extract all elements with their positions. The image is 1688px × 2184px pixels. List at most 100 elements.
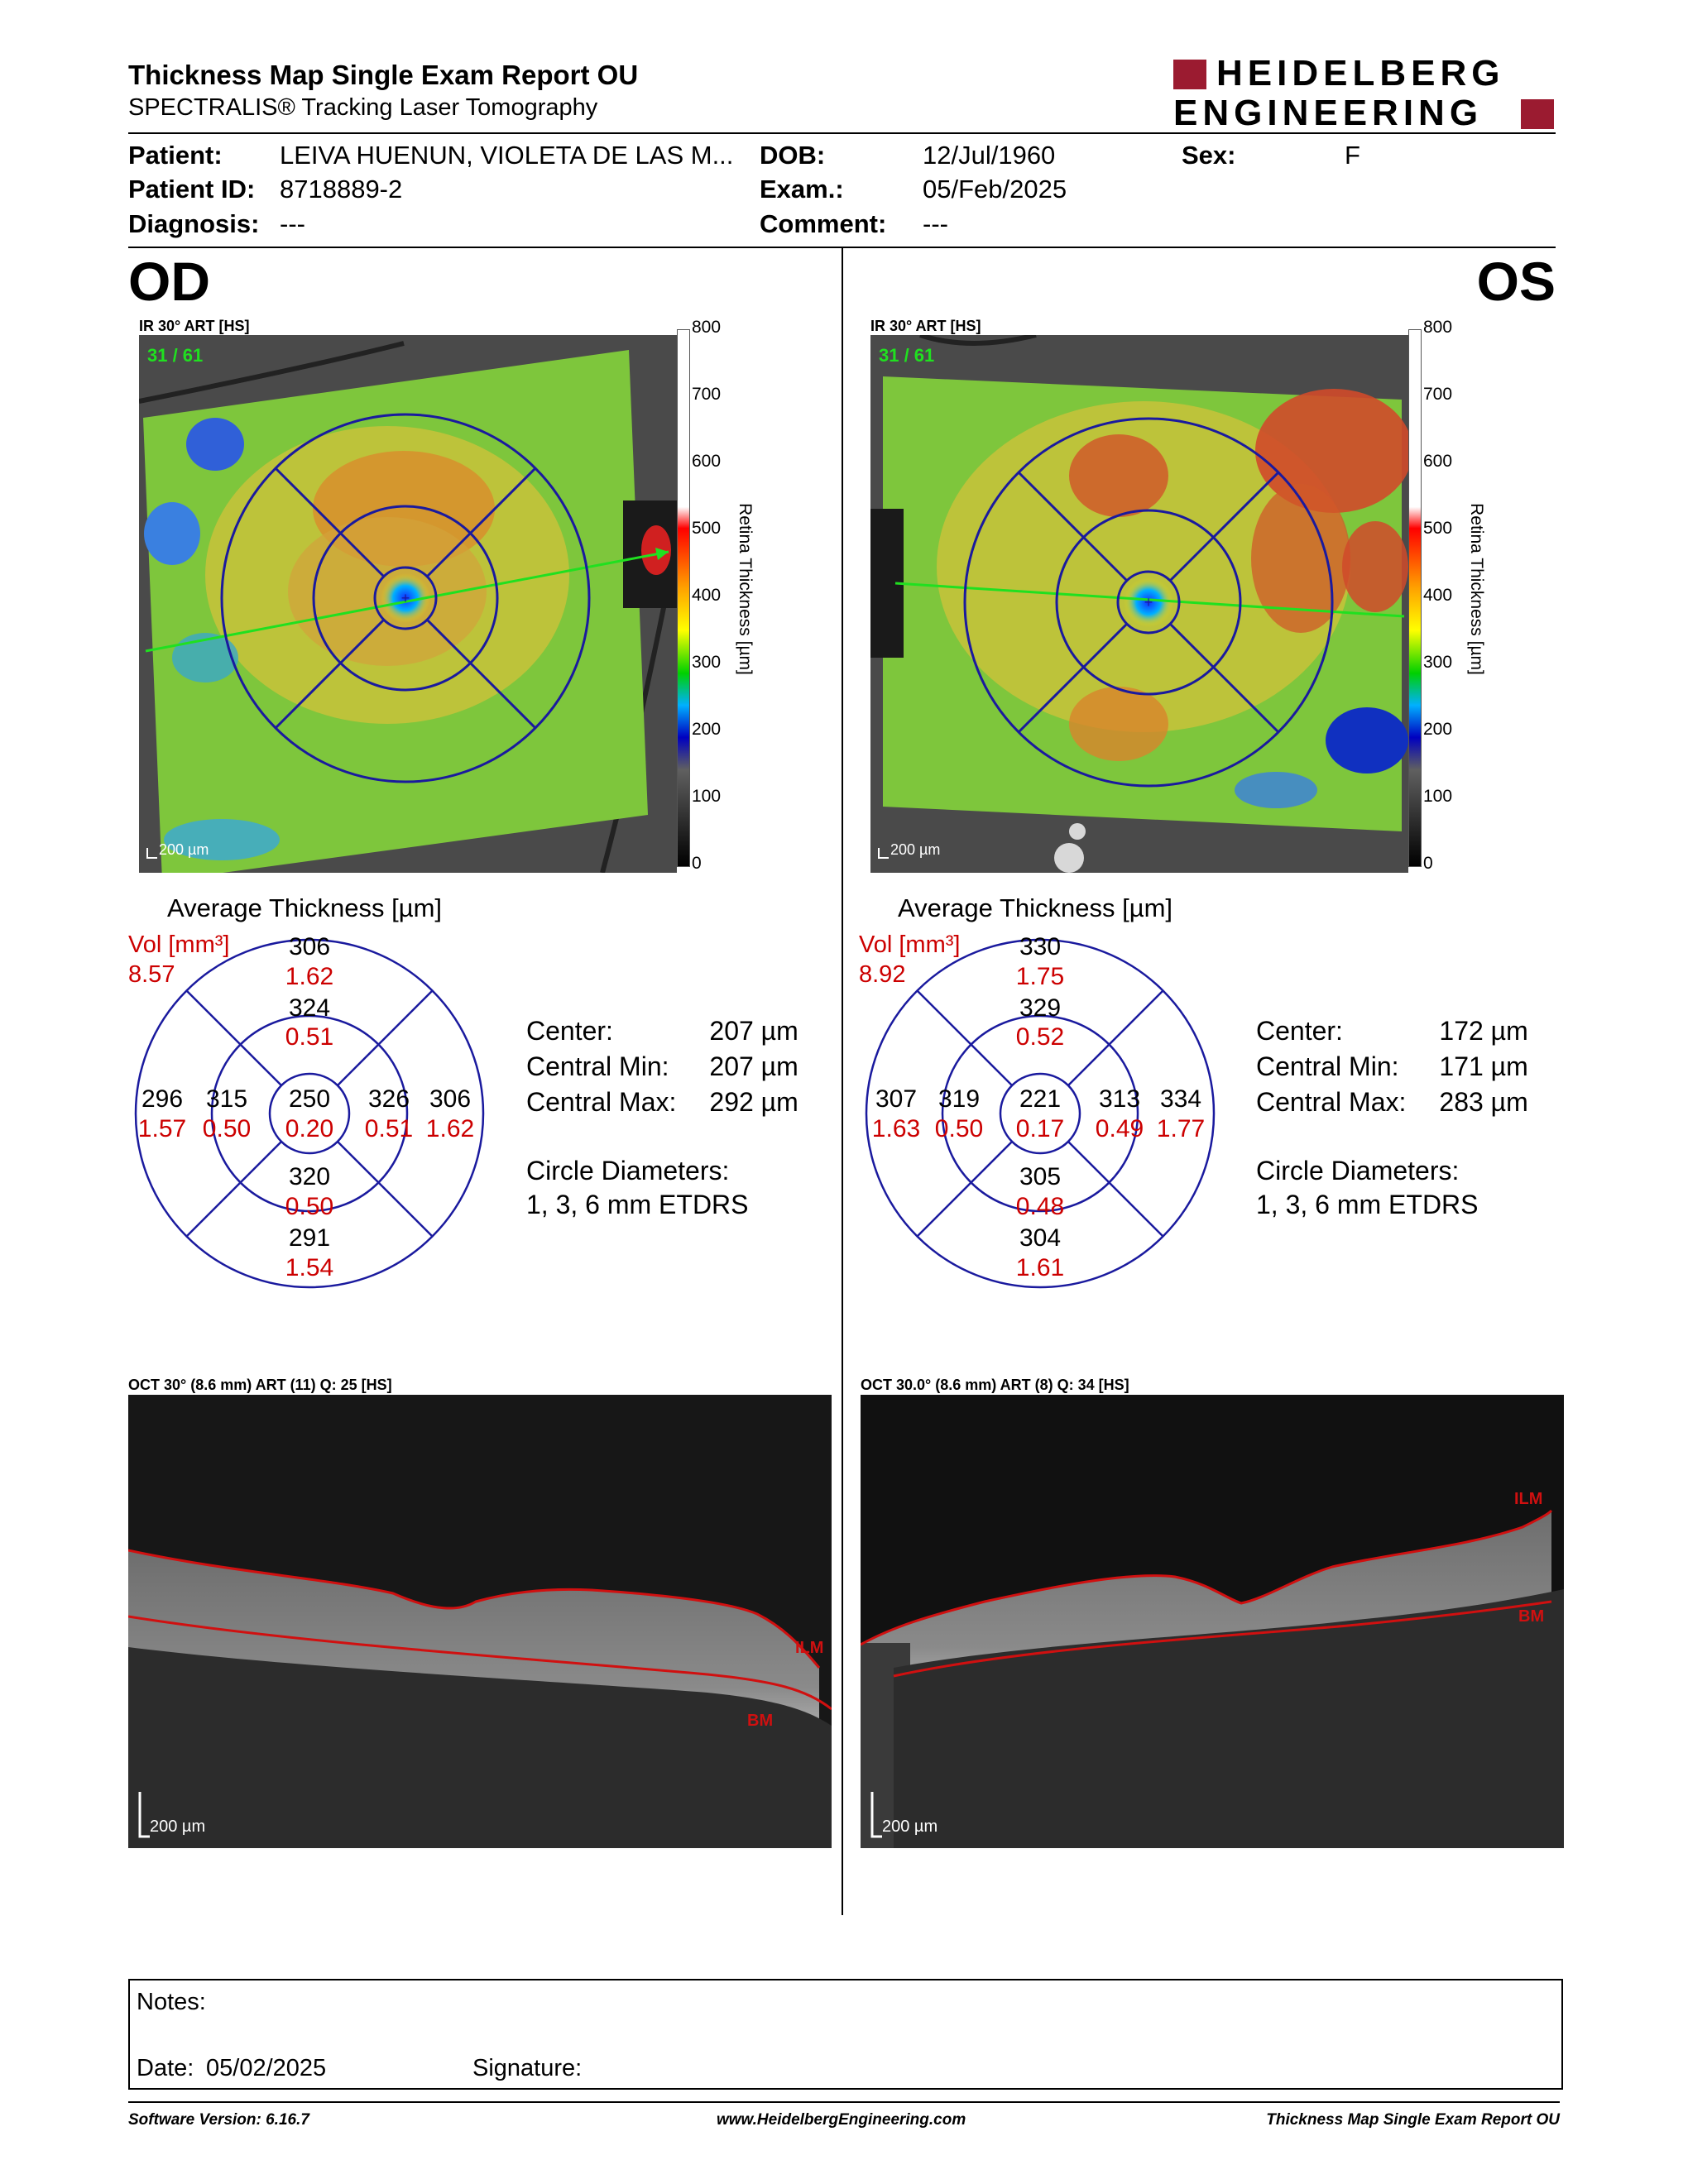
od-tick: 100 xyxy=(692,787,722,806)
od-tick: 700 xyxy=(692,385,722,404)
notes-box: Notes: Date: 05/02/2025 Signature: xyxy=(128,1979,1563,2090)
os-colorbar-ticks: 800 700 600 500 400 300 200 100 0 xyxy=(1423,318,1473,880)
svg-text:+: + xyxy=(401,590,410,606)
comment-label: Comment: xyxy=(760,209,887,238)
os-cmax-value: 283 µm xyxy=(1439,1087,1528,1117)
od-cmax-value: 292 µm xyxy=(709,1087,798,1117)
os-inner-temp-thick: 319 xyxy=(938,1085,980,1113)
os-tick: 300 xyxy=(1423,653,1453,672)
od-ilm-label: ILM xyxy=(795,1639,823,1657)
os-cmax-label: Central Max: xyxy=(1256,1087,1407,1117)
od-stats: Center: 207 µm Central Min: 207 µm Central… xyxy=(526,1016,798,1123)
od-inner-temp-vol: 0.50 xyxy=(203,1115,251,1142)
od-tick: 800 xyxy=(692,318,722,337)
os-vol-value: 8.92 xyxy=(859,961,906,988)
od-cmin-value: 207 µm xyxy=(709,1051,798,1081)
od-tick: 400 xyxy=(692,586,722,605)
diagnosis-value: --- xyxy=(280,209,305,238)
os-tick: 700 xyxy=(1423,385,1453,404)
date-value: 05/02/2025 xyxy=(206,2055,327,2081)
header-divider xyxy=(128,132,1556,134)
od-tick: 300 xyxy=(692,653,722,672)
od-oct-bscan: ILM BM 200 µm xyxy=(128,1395,832,1848)
os-center-value: 172 µm xyxy=(1439,1016,1528,1046)
os-circle-value: 1, 3, 6 mm ETDRS xyxy=(1256,1190,1479,1219)
os-tick: 100 xyxy=(1423,787,1453,806)
od-center-vol: 0.20 xyxy=(285,1115,333,1142)
od-tick: 0 xyxy=(692,854,702,873)
od-oct-caption: OCT 30° (8.6 mm) ART (11) Q: 25 [HS] xyxy=(128,1377,392,1393)
od-inner-sup-thick: 324 xyxy=(289,994,330,1022)
heidelberg-logo: HEIDELBERG ENGINEERING xyxy=(1173,55,1554,134)
od-inner-temp-thick: 315 xyxy=(206,1085,247,1113)
od-vol-value: 8.57 xyxy=(128,961,175,988)
od-outer-sup-thick: 306 xyxy=(289,935,330,960)
exam-value: 05/Feb/2025 xyxy=(923,175,1067,204)
os-center-thick: 221 xyxy=(1019,1085,1061,1113)
od-center-label: Center: xyxy=(526,1016,613,1046)
os-cmin-label: Central Min: xyxy=(1256,1051,1399,1081)
od-frame-counter: 31 / 61 xyxy=(147,345,203,366)
os-tick: 0 xyxy=(1423,854,1433,873)
od-inner-inf-vol: 0.50 xyxy=(285,1193,333,1220)
od-colorbar-ticks: 800 700 600 500 400 300 200 100 0 xyxy=(692,318,741,880)
os-oct-bscan: ILM BM 200 µm xyxy=(861,1395,1564,1848)
os-inner-nas-thick: 313 xyxy=(1099,1085,1140,1113)
comment-value: --- xyxy=(923,209,948,238)
od-ir-scalebar: 200 µm xyxy=(159,841,209,858)
os-outer-temp-thick: 307 xyxy=(875,1085,917,1113)
sex-label: Sex: xyxy=(1182,141,1236,170)
patient-name: LEIVA HUENUN, VIOLETA DE LAS M... xyxy=(280,141,734,170)
od-outer-nas-vol: 1.62 xyxy=(426,1115,474,1142)
os-inner-inf-vol: 0.48 xyxy=(1016,1193,1064,1220)
report-subtitle: SPECTRALIS® Tracking Laser Tomography xyxy=(128,94,598,121)
os-tick: 500 xyxy=(1423,519,1453,538)
os-oct-scalebar: 200 µm xyxy=(882,1818,938,1836)
od-center-value: 207 µm xyxy=(709,1016,798,1046)
od-label: OD xyxy=(128,251,210,312)
dob-value: 12/Jul/1960 xyxy=(923,141,1056,170)
signature-label: Signature: xyxy=(472,2055,583,2081)
os-avg-title: Average Thickness [µm] xyxy=(898,893,1173,922)
os-outer-nas-thick: 334 xyxy=(1160,1085,1201,1113)
os-ilm-label: ILM xyxy=(1514,1490,1542,1508)
od-inner-inf-thick: 320 xyxy=(289,1163,330,1190)
od-thickness-map: + 31 / 61 200 µm xyxy=(139,335,677,873)
os-stats: Center: 172 µm Central Min: 171 µm Central… xyxy=(1256,1016,1528,1123)
os-outer-nas-vol: 1.77 xyxy=(1157,1115,1205,1142)
svg-text:+: + xyxy=(1144,594,1153,611)
od-outer-inf-thick: 291 xyxy=(289,1224,330,1252)
od-circle-label: Circle Diameters: xyxy=(526,1156,730,1185)
od-colorbar-label: Retina Thickness [µm] xyxy=(736,503,755,675)
date-label: Date: xyxy=(137,2055,194,2081)
od-avg-title: Average Thickness [µm] xyxy=(167,893,443,922)
od-outer-nas-thick: 306 xyxy=(429,1085,471,1113)
patient-label: Patient: xyxy=(128,141,223,170)
od-cmax-label: Central Max: xyxy=(526,1087,677,1117)
dob-label: DOB: xyxy=(760,141,826,170)
os-thickness-map: + 31 / 61 200 µm xyxy=(870,335,1408,873)
patient-divider xyxy=(128,247,1556,248)
patient-id: 8718889-2 xyxy=(280,175,403,204)
os-bm-label: BM xyxy=(1518,1607,1544,1626)
footer-divider xyxy=(128,2101,1560,2103)
os-outer-temp-vol: 1.63 xyxy=(872,1115,920,1142)
footer-url[interactable]: www.HeidelbergEngineering.com xyxy=(717,2111,966,2129)
od-etdrs-grid: 306 1.62 324 0.51 250 0.20 296 1.57 315 … xyxy=(134,935,485,1289)
od-outer-temp-vol: 1.57 xyxy=(138,1115,186,1142)
od-bm-label: BM xyxy=(747,1712,773,1730)
od-tick: 200 xyxy=(692,720,722,739)
diagnosis-label: Diagnosis: xyxy=(128,209,260,238)
os-inner-temp-vol: 0.50 xyxy=(935,1115,983,1142)
notes-label: Notes: xyxy=(137,1989,206,2015)
footer-report-name: Thickness Map Single Exam Report OU xyxy=(1266,2111,1560,2129)
exam-label: Exam.: xyxy=(760,175,844,204)
os-oct-caption: OCT 30.0° (8.6 mm) ART (8) Q: 34 [HS] xyxy=(861,1377,1129,1393)
od-inner-sup-vol: 0.51 xyxy=(285,1023,333,1051)
software-version: Software Version: 6.16.7 xyxy=(128,2111,309,2129)
od-inner-nas-thick: 326 xyxy=(368,1085,410,1113)
os-center-label: Center: xyxy=(1256,1016,1343,1046)
patient-id-label: Patient ID: xyxy=(128,175,256,204)
od-center-thick: 250 xyxy=(289,1085,330,1113)
od-vol-label: Vol [mm³] xyxy=(128,932,230,958)
